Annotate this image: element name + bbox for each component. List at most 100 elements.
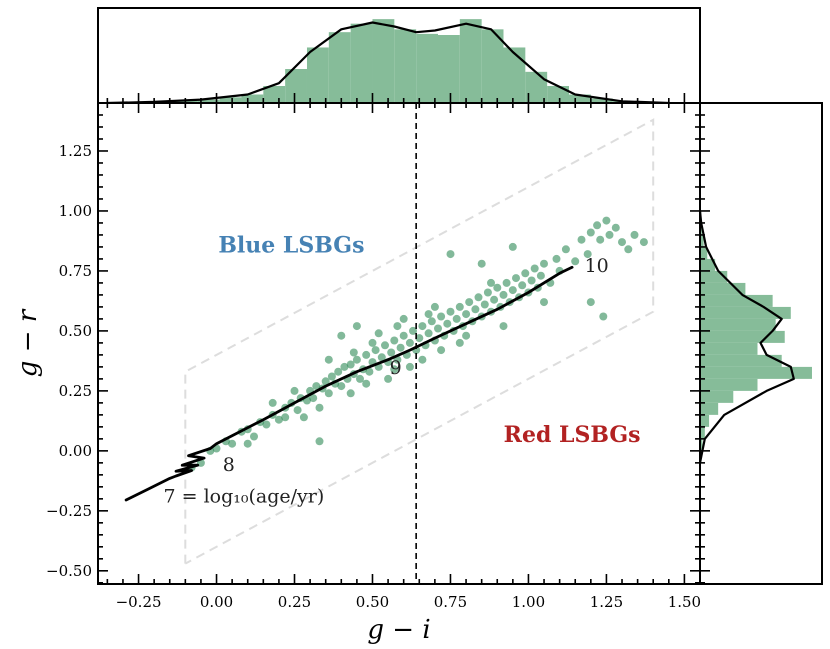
scatter-point [502,278,511,287]
right-hist-bar [700,402,719,415]
axis-ticks [98,93,710,584]
scatter-point [455,338,464,347]
scatter-point [424,310,433,319]
scatter-point [611,223,620,232]
scatter-point [365,367,374,376]
scatter-point [490,295,499,304]
right-hist-bar [700,270,728,283]
scatter-point [599,312,608,321]
y-tick-label: 0.50 [59,322,92,340]
top-kde-curve [107,21,669,103]
scatter-point [337,331,346,340]
right-hist-bar [700,366,812,379]
y-axis-label: g − r [13,308,43,377]
scatter-point [434,324,442,333]
scatter-point [409,326,417,335]
scatter-point [368,338,377,347]
scatter-point [274,415,283,424]
scatter-point [324,355,333,364]
top-hist-bar [306,47,329,103]
right-hist-bar [700,438,703,451]
scatter-point [465,298,474,307]
scatter-point [596,235,605,244]
right-hist-bar [700,330,785,343]
scatter-point [243,439,252,448]
scatter-point [474,293,483,302]
scatter-point [362,379,371,388]
scatter-point [540,259,548,268]
scatter-point [452,314,461,323]
scatter-point [540,298,548,307]
track-label: 7 = log₁₀(age/yr) [164,485,325,507]
scatter-point [299,413,308,422]
track-label: 8 [223,454,235,476]
scatter-point [455,302,464,311]
y-tick-label: 0.25 [59,382,92,400]
track-label: 10 [585,255,609,277]
right-hist-bar [700,390,734,403]
right-hist-bar [700,414,710,427]
top-hist-bar [350,23,373,103]
scatter-point [309,394,318,403]
scatter-point [327,372,336,381]
scatter-point [437,312,446,321]
y-tick-label: −0.50 [46,562,92,580]
scatter-point [477,259,486,268]
scatter-point [571,257,580,266]
scatter-point [390,365,399,374]
right-hist-bar [700,294,773,307]
scatter-point [586,228,595,237]
scatter-point [602,216,611,225]
scatter-point [561,245,570,254]
scatter-point [605,230,614,239]
top-hist-bar [547,86,569,103]
top-hist-bar [394,29,417,103]
scatter-point [337,382,346,391]
scatter-point [430,302,439,311]
model-track-line [124,265,574,502]
right-hist-bar [700,282,746,295]
scatter-point [446,307,455,316]
right-hist-bar [700,342,758,355]
scatter-point [387,348,396,357]
scatter-point [390,336,399,345]
top-hist-bar [197,99,220,103]
scatter-point [293,406,302,415]
scatter-point [399,314,408,323]
x-tick-label: 0.25 [278,593,311,611]
scatter-point [405,362,414,371]
scatter-point [593,221,602,230]
scatter-point [618,238,626,247]
top-hist-bar [568,94,591,103]
top-hist-bar [503,47,526,103]
scatter-point [424,329,433,338]
scatter-point [443,319,452,328]
scatter-point [418,322,427,331]
scatter-point [393,322,402,331]
top-hist-bar [416,33,438,103]
y-tick-label: 1.00 [59,202,92,220]
top-hist-bar [437,35,460,103]
scatter-point [521,269,530,278]
scatter-point [346,389,355,398]
scatter-point [250,432,258,441]
scatter-point [315,403,324,412]
right-hist-bar [700,318,776,331]
region-label-red: Red LSBGs [504,422,641,448]
scatter-point [462,331,471,340]
scatter-point [352,322,361,331]
right-hist-bar [700,246,708,259]
scatter-point [356,374,364,383]
scatter-point [536,271,545,280]
scatter-point [499,290,508,299]
scatter-point [527,276,536,285]
scatter-point [530,264,539,273]
scatter-point [639,238,648,247]
scatter-point [352,355,361,364]
scatter-point [487,278,495,287]
x-tick-label: 1.50 [668,593,701,611]
scatter-point [349,348,358,357]
scatter-point [630,230,639,239]
top-axes-frame [97,7,701,104]
scatter-point [508,286,517,295]
